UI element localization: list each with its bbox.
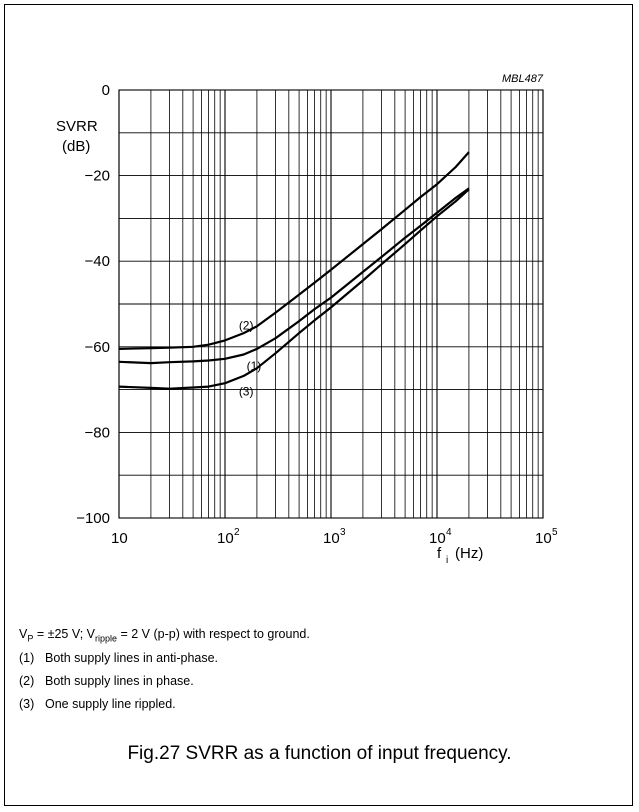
note-1: (1) Both supply lines in anti-phase.: [19, 651, 219, 665]
x-tick-exponent: 2: [234, 527, 240, 538]
x-axis-unit: (Hz): [455, 545, 483, 562]
x-tick-label: 10: [111, 530, 128, 547]
curve-3: [118, 188, 470, 390]
y-tick-label: −80: [85, 424, 110, 441]
chart-grid: [118, 89, 544, 519]
y-tick-label: 0: [102, 82, 110, 99]
x-tick-label: 10: [217, 530, 234, 547]
curve-label-1: (1): [247, 359, 262, 373]
y-tick-label: −40: [85, 253, 110, 270]
x-tick-label: 10: [535, 530, 552, 547]
figure-frame: (1) (2) (3) 0 −20 −40 −60 −80 −100 SVRR (dB) 10 10 2 1…: [4, 4, 633, 806]
x-axis-label-sub: i: [446, 555, 448, 566]
x-tick-label: 10: [429, 530, 446, 547]
x-axis-label: f: [437, 545, 442, 562]
plot-border: [118, 89, 544, 519]
curve-1: [118, 187, 470, 365]
x-tick-exponent: 5: [552, 527, 558, 538]
y-tick-label: −100: [76, 510, 110, 527]
curve-label-3: (3): [239, 385, 254, 399]
figure-code: MBL487: [502, 73, 544, 85]
curve-label-2: (2): [239, 318, 254, 332]
y-tick-label: −60: [85, 339, 110, 356]
curve-2: [118, 151, 470, 350]
chart-curves: [118, 151, 470, 390]
y-axis-label: SVRR: [56, 118, 98, 135]
x-tick-exponent: 3: [340, 527, 346, 538]
note-2: (2) Both supply lines in phase.: [19, 674, 194, 688]
x-tick-exponent: 4: [446, 527, 452, 538]
y-tick-label: −20: [85, 168, 110, 185]
figure-caption: Fig.27 SVRR as a function of input frequ…: [127, 743, 512, 764]
x-tick-label: 10: [323, 530, 340, 547]
note-3: (3) One supply line rippled.: [19, 697, 176, 711]
conditions-note: VP = ±25 V; Vripple = 2 V (p-p) with res…: [19, 627, 310, 644]
y-axis-unit: (dB): [62, 138, 90, 155]
